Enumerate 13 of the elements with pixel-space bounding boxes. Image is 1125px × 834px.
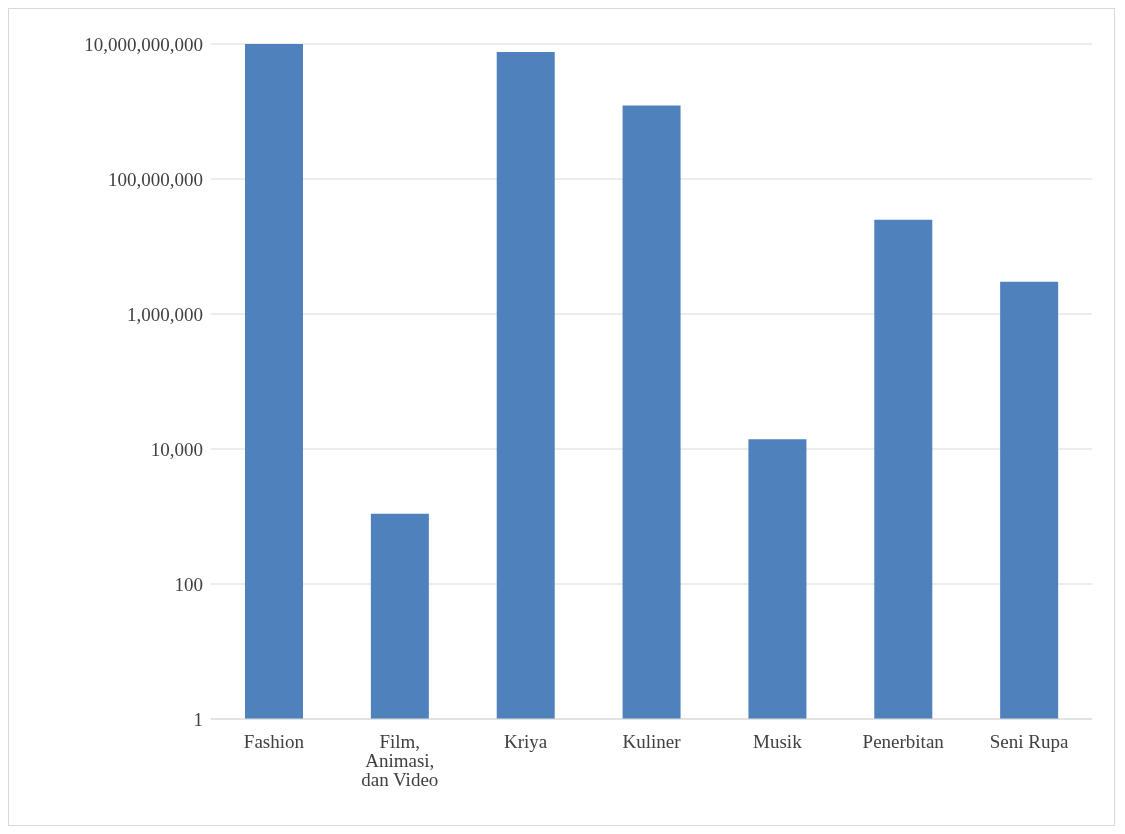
x-tick-label: Penerbitan [862,731,945,753]
x-tick-label: Seni Rupa [989,731,1069,753]
x-tick-label: Fashion [243,731,305,753]
x-tick-label: Film, Animasi, dan Video [361,731,439,791]
x-tick-label: Musik [753,731,803,753]
y-tick-label: 100 [174,573,203,595]
y-tick-label: 10,000 [150,438,203,460]
y-tick-label: 1,000,000 [127,303,203,325]
y-tick-label: 100,000,000 [108,168,203,190]
x-tick-label: Kuliner [622,731,682,753]
x-tick-label: Kriya [504,731,548,753]
y-tick-label: 1 [193,708,203,730]
y-tick-label: 10,000,000,000 [84,33,203,55]
